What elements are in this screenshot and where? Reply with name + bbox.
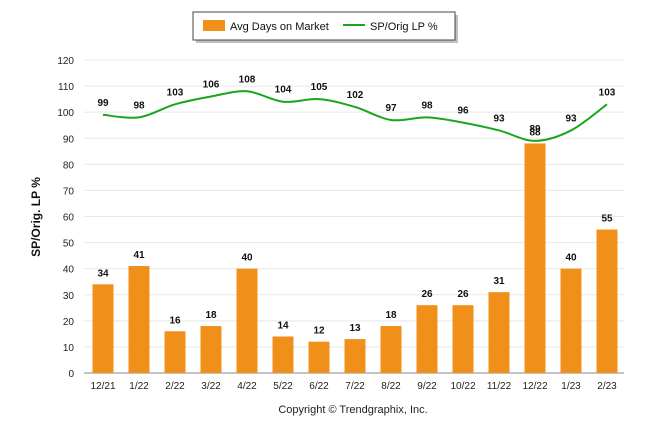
bar-data-label: 55: [601, 214, 613, 225]
x-tick-label: 3/22: [201, 381, 221, 392]
x-tick-label: 11/22: [487, 381, 512, 392]
x-tick-label: 2/22: [165, 381, 185, 392]
line-data-labels: 99 98 103 106 108 104 105 102 97 98 96 93 89 93 103: [97, 74, 615, 135]
y-tick-label: 110: [58, 82, 74, 93]
line-data-label: 103: [599, 87, 616, 98]
y-tick-label: 80: [63, 160, 75, 171]
x-tick-label: 5/22: [273, 381, 293, 392]
bar-data-label: 88: [529, 127, 541, 138]
x-tick-label: 12/21: [90, 381, 115, 392]
bar-data-label: 40: [565, 253, 577, 264]
line-data-label: 103: [167, 87, 184, 98]
y-tick-label: 30: [63, 291, 75, 302]
x-tick-label: 8/22: [381, 381, 401, 392]
y-tick-label: 10: [63, 343, 75, 354]
bar-data-label: 12: [313, 326, 325, 337]
bar: [452, 305, 474, 373]
line-data-label: 105: [311, 82, 328, 93]
bar-data-label: 26: [457, 289, 469, 300]
bar-data-label: 40: [241, 253, 253, 264]
line-data-label: 98: [133, 100, 145, 111]
x-tick-label: 12/22: [522, 381, 547, 392]
bar: [128, 266, 150, 373]
bar-data-label: 16: [169, 315, 181, 326]
x-tick-label: 1/22: [129, 381, 149, 392]
bar-series: [92, 143, 618, 373]
y-tick-label: 60: [63, 213, 75, 224]
bar-data-label: 18: [205, 310, 217, 321]
y-tick-label: 20: [63, 317, 75, 328]
line-data-label: 99: [97, 98, 109, 109]
bar: [416, 305, 438, 373]
x-tick-label: 2/23: [597, 381, 617, 392]
line-data-label: 104: [275, 85, 292, 96]
legend-box: [192, 11, 456, 41]
x-tick-label: 6/22: [309, 381, 329, 392]
y-tick-label: 70: [63, 186, 75, 197]
line-data-label: 106: [203, 80, 220, 91]
line-data-label: 89: [529, 124, 541, 135]
y-axis-label: SP/Orig. LP %: [29, 177, 43, 257]
bar: [164, 331, 186, 373]
bar-data-label: 14: [277, 320, 289, 331]
y-tick-label: 90: [63, 134, 75, 145]
x-tick-label: 4/22: [237, 381, 257, 392]
bar-data-label: 18: [385, 310, 397, 321]
line-data-label: 96: [457, 106, 469, 117]
line-data-label: 97: [385, 103, 397, 114]
line-data-label: 102: [347, 90, 364, 101]
bar-data-label: 13: [349, 323, 361, 334]
x-tick-label: 1/23: [561, 381, 581, 392]
x-tick-label: 10/22: [450, 381, 475, 392]
legend-swatch-bar: [203, 20, 225, 31]
bar: [524, 143, 546, 373]
y-tick-label: 120: [57, 56, 74, 67]
bar: [596, 229, 618, 373]
line-data-label: 98: [421, 100, 433, 111]
line-series: [102, 90, 608, 142]
line-path: [102, 90, 608, 142]
line-data-label: 93: [493, 113, 505, 124]
bar-data-label: 31: [493, 276, 505, 287]
bar: [344, 339, 366, 373]
bar: [308, 341, 330, 373]
legend-label-bar: Avg Days on Market: [230, 21, 329, 33]
bar-data-label: 26: [421, 289, 433, 300]
bar: [92, 284, 114, 373]
line-data-label: 108: [239, 74, 256, 85]
x-tick-label: 9/22: [417, 381, 437, 392]
bar-data-labels: 34 41 16 18 40 14 12 13 18 26 26 31 88 40 55: [97, 127, 613, 336]
bar: [560, 268, 582, 373]
x-axis-ticks: 12/21 1/22 2/22 3/22 4/22 5/22 6/22 7/22 8/22 9/2…: [90, 381, 617, 392]
copyright-footer: Copyright © Trendgraphix, Inc.: [278, 404, 427, 416]
legend: Avg Days on Market SP/Orig LP %: [192, 11, 458, 43]
bar-data-label: 34: [97, 268, 109, 279]
x-tick-label: 7/22: [345, 381, 365, 392]
y-tick-label: 40: [63, 265, 75, 276]
bar: [380, 326, 402, 373]
bar: [236, 268, 258, 373]
y-tick-label: 50: [63, 239, 75, 250]
bar: [200, 326, 222, 373]
y-tick-label: 100: [57, 108, 74, 119]
y-tick-label: 0: [68, 369, 74, 380]
bar: [272, 336, 294, 373]
legend-label-line: SP/Orig LP %: [370, 21, 438, 33]
line-data-label: 93: [565, 113, 577, 124]
y-axis-ticks: 0 10 20 30 40 50 60 70 80 90 100 110 120: [57, 56, 74, 380]
y-axis-title: SP/Orig. LP %: [29, 177, 43, 257]
bar: [488, 292, 510, 373]
bar-data-label: 41: [133, 250, 145, 261]
